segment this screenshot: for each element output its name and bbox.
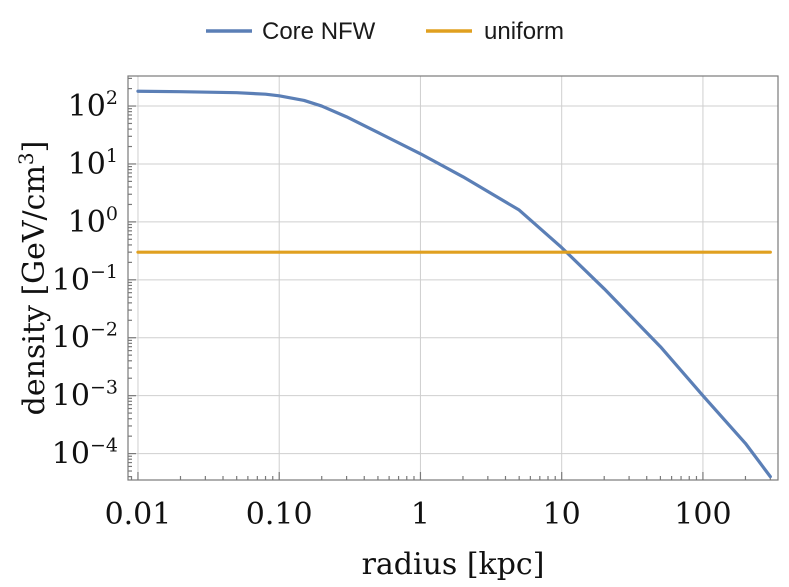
x-tick-label: 10	[543, 497, 581, 532]
y-tick-label: 10−2	[52, 319, 118, 356]
y-axis-label-close: ]	[17, 141, 52, 153]
y-tick-labels: 102 101 100 10−1 10−2 10−3 10−4	[52, 87, 118, 472]
y-tick-label: 100	[68, 203, 118, 240]
x-tick-label: 100	[674, 497, 731, 532]
y-tick-label: 10−1	[52, 261, 118, 298]
y-tick-label: 10−3	[52, 377, 118, 414]
series-line-core-nfw	[136, 89, 772, 479]
x-axis-label: radius [kpc]	[362, 547, 545, 582]
legend: Core NFW uniform	[206, 18, 564, 45]
axis-ticks	[128, 77, 771, 480]
x-tick-label: 0.01	[105, 497, 172, 532]
y-tick-label: 10−4	[52, 435, 118, 472]
legend-label-core-nfw: Core NFW	[262, 18, 376, 45]
y-tick-label: 102	[68, 87, 118, 124]
x-tick-label: 0.10	[246, 497, 313, 532]
x-tick-labels: 0.01 0.10 1 10 100	[105, 497, 732, 532]
y-axis-label: density [GeV/cm3]	[14, 141, 52, 416]
y-tick-label: 101	[68, 145, 118, 182]
series-lines	[136, 89, 772, 479]
grid-lines	[128, 76, 778, 480]
y-axis-label-superscript: 3	[14, 152, 38, 165]
legend-label-uniform: uniform	[484, 18, 564, 45]
plot-frame	[127, 75, 779, 481]
y-axis-label-text: density [GeV/cm	[17, 165, 52, 415]
x-tick-label: 1	[411, 497, 430, 532]
